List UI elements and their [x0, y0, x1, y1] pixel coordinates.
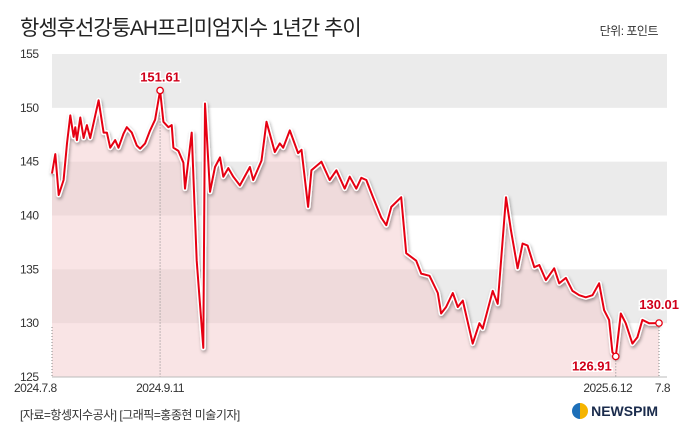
y-tick-label: 135: [20, 262, 39, 276]
annotation-label: 130.01: [639, 297, 679, 312]
y-tick-label: 145: [20, 155, 39, 169]
area-fill: [52, 90, 659, 377]
y-tick-label: 125: [20, 370, 39, 384]
y-tick-label: 130: [20, 316, 39, 330]
series-line: [51, 89, 660, 358]
annotation-marker: [655, 319, 663, 327]
logo-text: NEWSPIM: [591, 403, 658, 419]
y-tick-label: 140: [20, 209, 39, 223]
source-credit: [자료=항셍지수공사] [그래픽=홍종현 미술기자]: [20, 408, 240, 422]
unit-label: 단위: 포인트: [599, 24, 659, 38]
chart-title: 항셍후선강퉁AH프리미엄지수 1년간 추이: [20, 17, 362, 40]
annotation-label: 151.61: [140, 69, 180, 84]
x-tick-label: 7.8: [655, 381, 671, 395]
y-tick-label: 155: [20, 47, 39, 61]
x-tick-label: 2025.6.12: [583, 381, 633, 395]
annotation-marker: [156, 86, 164, 95]
y-tick-label: 150: [20, 101, 39, 115]
annotation-label: 126.91: [572, 358, 612, 373]
grid-band: [52, 54, 667, 108]
x-tick-label: 2024.7.8: [14, 381, 58, 395]
annotation-marker: [611, 352, 620, 361]
newspim-logo: NEWSPIM: [572, 403, 658, 419]
logo-icon: [572, 403, 589, 419]
x-tick-label: 2024.9.11: [136, 381, 185, 395]
